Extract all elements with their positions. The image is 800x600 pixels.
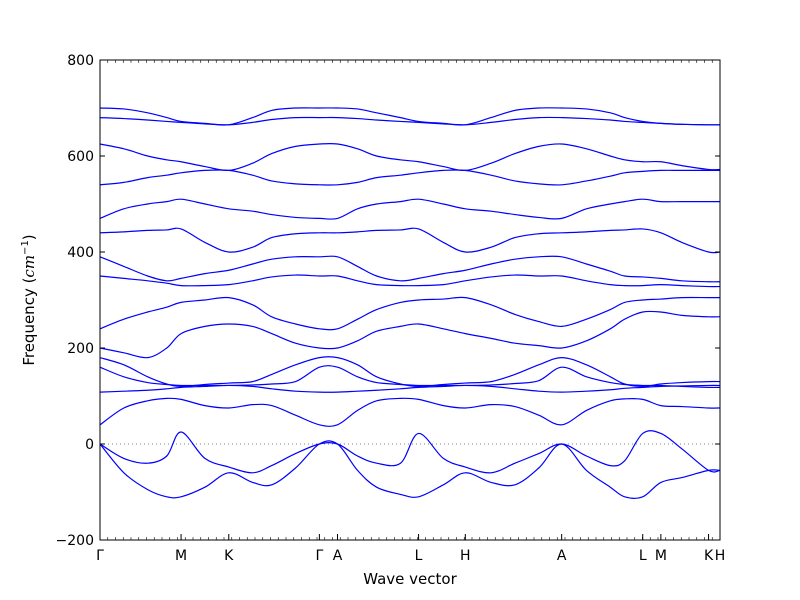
y-axis-label-exponent: −1 (20, 240, 31, 255)
band-line-1 (99, 430, 721, 474)
band-line-11 (99, 227, 721, 254)
band-line-2 (99, 440, 721, 499)
y-tick-label: −200 (56, 533, 94, 549)
band-line-10 (99, 255, 721, 283)
y-tick-label: 800 (67, 53, 94, 69)
y-tick-label: 200 (67, 341, 94, 357)
x-tick-label: L (415, 548, 423, 564)
x-tick-label: K (704, 548, 714, 564)
band-line-16 (99, 107, 721, 126)
band-line-8 (99, 296, 720, 331)
band-line-4 (99, 384, 721, 393)
y-tick-label: 0 (85, 437, 94, 453)
band-line-9 (99, 274, 721, 288)
x-tick-label: Γ (315, 548, 323, 564)
y-axis-label-main: Frequency ( (20, 278, 38, 366)
x-tick-label: M (175, 548, 187, 564)
x-tick-label: L (639, 548, 647, 564)
x-tick-label: Γ (96, 548, 104, 564)
band-line-6 (99, 356, 721, 388)
x-tick-label: M (655, 548, 667, 564)
x-tick-label: H (460, 548, 471, 564)
series-layer (99, 107, 721, 499)
x-tick-label: K (224, 548, 234, 564)
y-tick-label: 600 (67, 149, 94, 165)
x-tick-label: A (557, 548, 567, 564)
band-line-3 (99, 397, 721, 427)
band-line-14 (99, 142, 721, 172)
band-line-13 (99, 169, 720, 186)
plot-background (100, 60, 720, 540)
x-tick-label: H (715, 548, 726, 564)
band-line-7 (99, 310, 721, 359)
y-ticks: −200 0 200 400 600 800 (56, 53, 720, 549)
y-tick-label: 400 (67, 245, 94, 261)
x-tick-label: A (333, 548, 343, 564)
band-line-12 (99, 198, 720, 220)
y-axis-label-close: ) (20, 234, 38, 240)
y-axis-label: Frequency (cm−1) (20, 234, 38, 365)
x-axis-label: Wave vector (363, 570, 457, 588)
y-axis-label-unit: cm (20, 255, 38, 278)
